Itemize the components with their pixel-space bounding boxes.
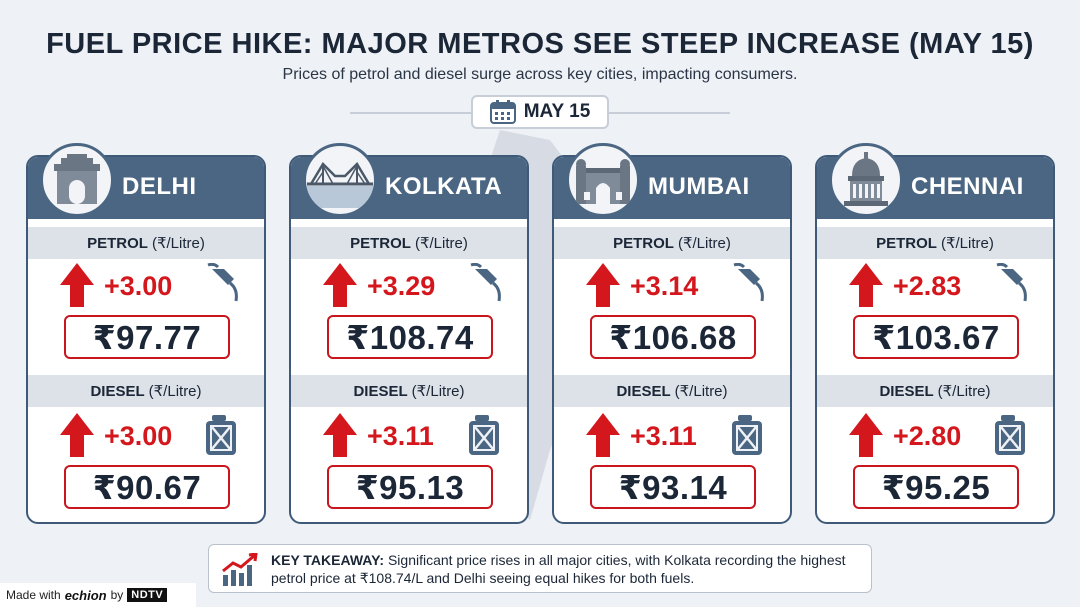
jerry-can-icon xyxy=(469,415,499,455)
diesel-hike: +2.80 xyxy=(893,421,962,451)
diesel-band: DIESEL (₹/Litre) xyxy=(28,375,264,407)
india-gate-icon xyxy=(40,143,114,217)
petrol-hike-row: +3.14 xyxy=(554,263,790,311)
petrol-hike: +2.83 xyxy=(893,271,962,301)
fuel-nozzle-icon xyxy=(733,263,764,302)
city-card-delhi: DELHI PETROL (₹/Litre) +3.00 ₹97.77 DIES… xyxy=(26,143,266,524)
arrow-up-icon xyxy=(323,413,357,457)
takeaway-text: KEY TAKEAWAY: Significant price rises in… xyxy=(271,551,865,587)
unit-label: (₹/Litre) xyxy=(148,383,202,400)
arrow-up-icon xyxy=(60,263,94,307)
howrah-bridge-icon xyxy=(303,143,377,217)
trend-chart-icon xyxy=(222,553,258,586)
city-name: DELHI xyxy=(122,173,197,200)
diesel-band: DIESEL (₹/Litre) xyxy=(291,375,527,407)
fuel-label: DIESEL xyxy=(353,382,408,400)
petrol-hike-row: +3.00 xyxy=(28,263,264,311)
arrow-up-icon xyxy=(60,413,94,457)
city-card-kolkata: KOLKATA PETROL (₹/Litre) +3.29 ₹108.74 D… xyxy=(289,143,529,524)
jerry-can-icon xyxy=(732,415,762,455)
city-card-mumbai: MUMBAI PETROL (₹/Litre) +3.14 ₹106.68 DI… xyxy=(552,143,792,524)
fuel-label: DIESEL xyxy=(879,382,934,400)
city-name: CHENNAI xyxy=(911,173,1024,200)
unit-label: (₹/Litre) xyxy=(940,235,994,252)
jerry-can-icon xyxy=(995,415,1025,455)
petrol-band: PETROL (₹/Litre) xyxy=(554,227,790,259)
page-title: FUEL PRICE HIKE: MAJOR METROS SEE STEEP … xyxy=(46,28,1034,60)
diesel-hike: +3.11 xyxy=(367,421,434,451)
echion-logo: echion xyxy=(64,587,107,603)
diesel-hike-row: +3.11 xyxy=(554,413,790,461)
petrol-band: PETROL (₹/Litre) xyxy=(817,227,1053,259)
date-divider-right xyxy=(609,112,730,114)
diesel-hike-row: +3.11 xyxy=(291,413,527,461)
city-name: MUMBAI xyxy=(648,173,750,200)
diesel-price: ₹95.13 xyxy=(327,465,493,509)
date-label: MAY 15 xyxy=(523,101,591,122)
fuel-label: DIESEL xyxy=(616,382,671,400)
diesel-band: DIESEL (₹/Litre) xyxy=(554,375,790,407)
city-card-chennai: CHENNAI PETROL (₹/Litre) +2.83 ₹103.67 D… xyxy=(815,143,1055,524)
arrow-up-icon xyxy=(586,263,620,307)
diesel-band: DIESEL (₹/Litre) xyxy=(817,375,1053,407)
petrol-hike-row: +2.83 xyxy=(817,263,1053,311)
petrol-hike: +3.29 xyxy=(367,271,436,301)
diesel-hike-row: +2.80 xyxy=(817,413,1053,461)
city-name: KOLKATA xyxy=(385,173,503,200)
fuel-label: PETROL xyxy=(350,234,411,252)
fuel-nozzle-icon xyxy=(996,263,1027,302)
diesel-hike-row: +3.00 xyxy=(28,413,264,461)
petrol-price: ₹108.74 xyxy=(327,315,493,359)
petrol-hike: +3.00 xyxy=(104,271,173,301)
by-label: by xyxy=(110,588,124,602)
unit-label: (₹/Litre) xyxy=(414,235,468,252)
gateway-of-india-icon xyxy=(566,143,640,217)
fuel-nozzle-icon xyxy=(470,263,501,302)
fuel-label: PETROL xyxy=(876,234,937,252)
petrol-price: ₹103.67 xyxy=(853,315,1019,359)
diesel-hike: +3.11 xyxy=(630,421,697,451)
unit-label: (₹/Litre) xyxy=(151,235,205,252)
takeaway-body: Significant price rises in all major cit… xyxy=(271,552,846,586)
fuel-label: DIESEL xyxy=(90,382,145,400)
unit-label: (₹/Litre) xyxy=(937,383,991,400)
arrow-up-icon xyxy=(849,413,883,457)
petrol-hike-row: +3.29 xyxy=(291,263,527,311)
diesel-hike: +3.00 xyxy=(104,421,173,451)
petrol-price: ₹106.68 xyxy=(590,315,756,359)
chennai-monument-icon xyxy=(829,143,903,217)
ndtv-logo: NDTV xyxy=(127,588,168,602)
made-with-label: Made with xyxy=(6,588,61,602)
date-divider-left xyxy=(350,112,471,114)
arrow-up-icon xyxy=(323,263,357,307)
petrol-price: ₹97.77 xyxy=(64,315,230,359)
diesel-price: ₹93.14 xyxy=(590,465,756,509)
arrow-up-icon xyxy=(586,413,620,457)
made-with-watermark: Made with echion by NDTV xyxy=(0,583,196,607)
arrow-up-icon xyxy=(849,263,883,307)
jerry-can-icon xyxy=(206,415,236,455)
date-badge: MAY 15 xyxy=(471,95,609,129)
diesel-price: ₹95.25 xyxy=(853,465,1019,509)
fuel-nozzle-icon xyxy=(207,263,238,302)
calendar-icon xyxy=(489,100,516,124)
petrol-band: PETROL (₹/Litre) xyxy=(28,227,264,259)
diesel-price: ₹90.67 xyxy=(64,465,230,509)
unit-label: (₹/Litre) xyxy=(411,383,465,400)
fuel-label: PETROL xyxy=(613,234,674,252)
unit-label: (₹/Litre) xyxy=(677,235,731,252)
unit-label: (₹/Litre) xyxy=(674,383,728,400)
page-subtitle: Prices of petrol and diesel surge across… xyxy=(282,66,798,83)
petrol-band: PETROL (₹/Litre) xyxy=(291,227,527,259)
petrol-hike: +3.14 xyxy=(630,271,699,301)
takeaway-label: KEY TAKEAWAY: xyxy=(271,552,385,568)
fuel-label: PETROL xyxy=(87,234,148,252)
key-takeaway-box: KEY TAKEAWAY: Significant price rises in… xyxy=(208,544,872,593)
